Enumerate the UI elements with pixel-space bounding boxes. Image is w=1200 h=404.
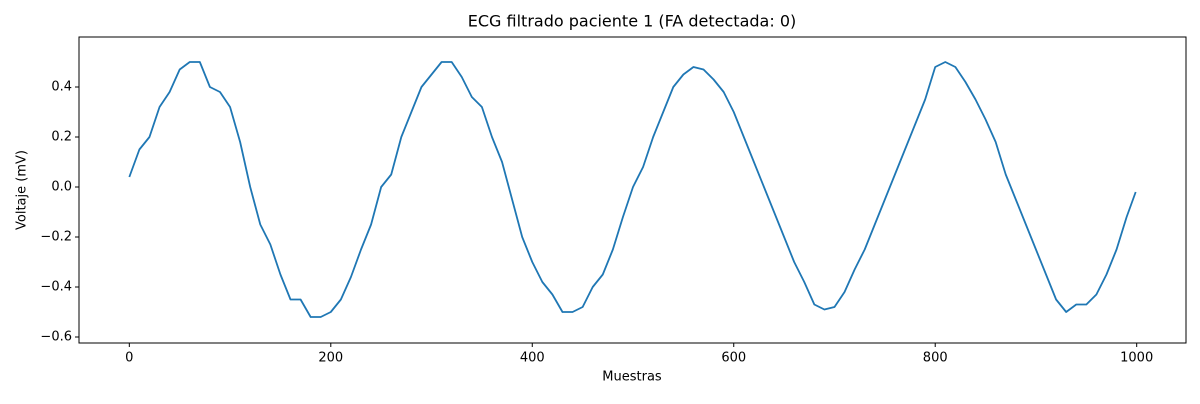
y-tick-label: 0.2	[51, 130, 72, 145]
x-tick-label: 600	[721, 351, 746, 366]
y-tick-label: −0.2	[40, 230, 72, 245]
y-tick-label: 0.0	[51, 180, 72, 195]
plot-frame	[78, 36, 1187, 344]
x-tick-label: 800	[923, 351, 948, 366]
y-tick-label: 0.4	[51, 80, 72, 95]
x-tick-label: 400	[520, 351, 545, 366]
chart-title: ECG filtrado paciente 1 (FA detectada: 0…	[468, 12, 797, 31]
x-tick-label: 1000	[1120, 351, 1153, 366]
y-axis-label: Voltaje (mV)	[15, 150, 30, 230]
y-tick-label: −0.6	[40, 330, 72, 345]
line-series	[128, 61, 1137, 318]
x-tick-label: 0	[125, 351, 133, 366]
x-axis-label: Muestras	[602, 370, 662, 385]
x-tick-label: 200	[318, 351, 343, 366]
y-tick-label: −0.4	[40, 280, 72, 295]
